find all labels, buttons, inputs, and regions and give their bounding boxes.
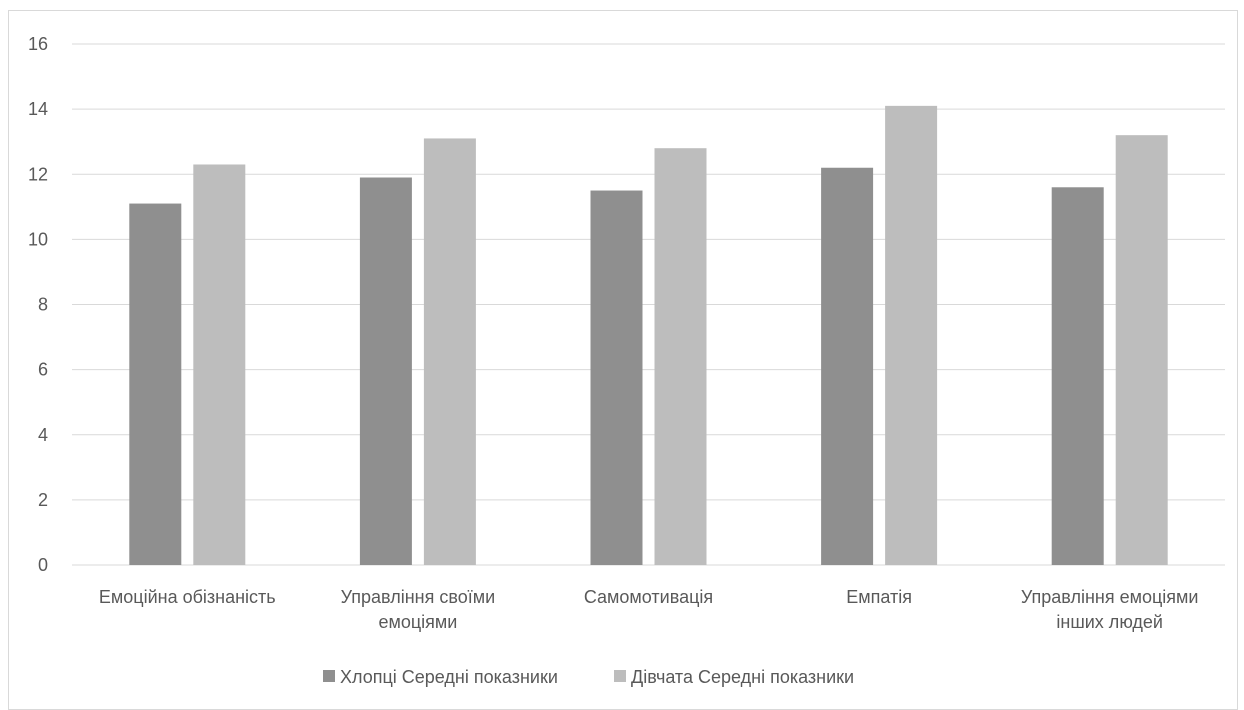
y-tick-label: 12 [28, 164, 48, 184]
bar-girls [1115, 135, 1168, 566]
x-category-label-line: Емоційна обізнаність [99, 587, 276, 607]
y-tick-label: 6 [38, 360, 48, 380]
bar-girls [193, 164, 246, 565]
legend-label: Дівчата Середні показники [631, 667, 854, 687]
legend-swatch [323, 670, 335, 682]
x-category-label-line: Управління емоціями [1021, 587, 1199, 607]
x-category-label: Емоційна обізнаність [99, 587, 276, 607]
bar-boys [590, 190, 643, 565]
y-tick-label: 14 [28, 99, 48, 119]
y-tick-label: 0 [38, 555, 48, 575]
y-tick-label: 4 [38, 425, 48, 445]
bar-boys [129, 203, 182, 565]
x-category-label: Емпатія [846, 587, 912, 607]
bar-boys [821, 167, 874, 566]
y-axis: 0 2 4 6 8 10 12 14 16 [28, 34, 48, 575]
x-category-label-line: емоціями [378, 612, 457, 632]
x-category-label-line: Емпатія [846, 587, 912, 607]
y-tick-label: 2 [38, 490, 48, 510]
legend-swatch [614, 670, 626, 682]
legend: Хлопці Середні показники Дівчата Середні … [323, 667, 854, 687]
bars [129, 105, 1168, 566]
x-category-label-line: Управління своїми [341, 587, 495, 607]
x-category-label: Самомотивація [584, 587, 713, 607]
x-category-label: Управління емоціями інших людей [1021, 587, 1199, 632]
y-tick-label: 10 [28, 229, 48, 249]
x-category-label-line: Самомотивація [584, 587, 713, 607]
bar-girls [885, 105, 938, 566]
x-axis: Емоційна обізнаність Управління своїми емо… [99, 587, 1199, 632]
x-category-label: Управління своїми емоціями [341, 587, 495, 632]
x-category-label-line: інших людей [1056, 612, 1163, 632]
bar-girls [423, 138, 476, 565]
y-tick-label: 8 [38, 295, 48, 315]
legend-label: Хлопці Середні показники [340, 667, 558, 687]
bar-girls [654, 148, 707, 565]
bar-boys [359, 177, 412, 565]
bar-boys [1051, 187, 1104, 565]
gridlines [72, 43, 1225, 566]
y-tick-label: 16 [28, 34, 48, 54]
